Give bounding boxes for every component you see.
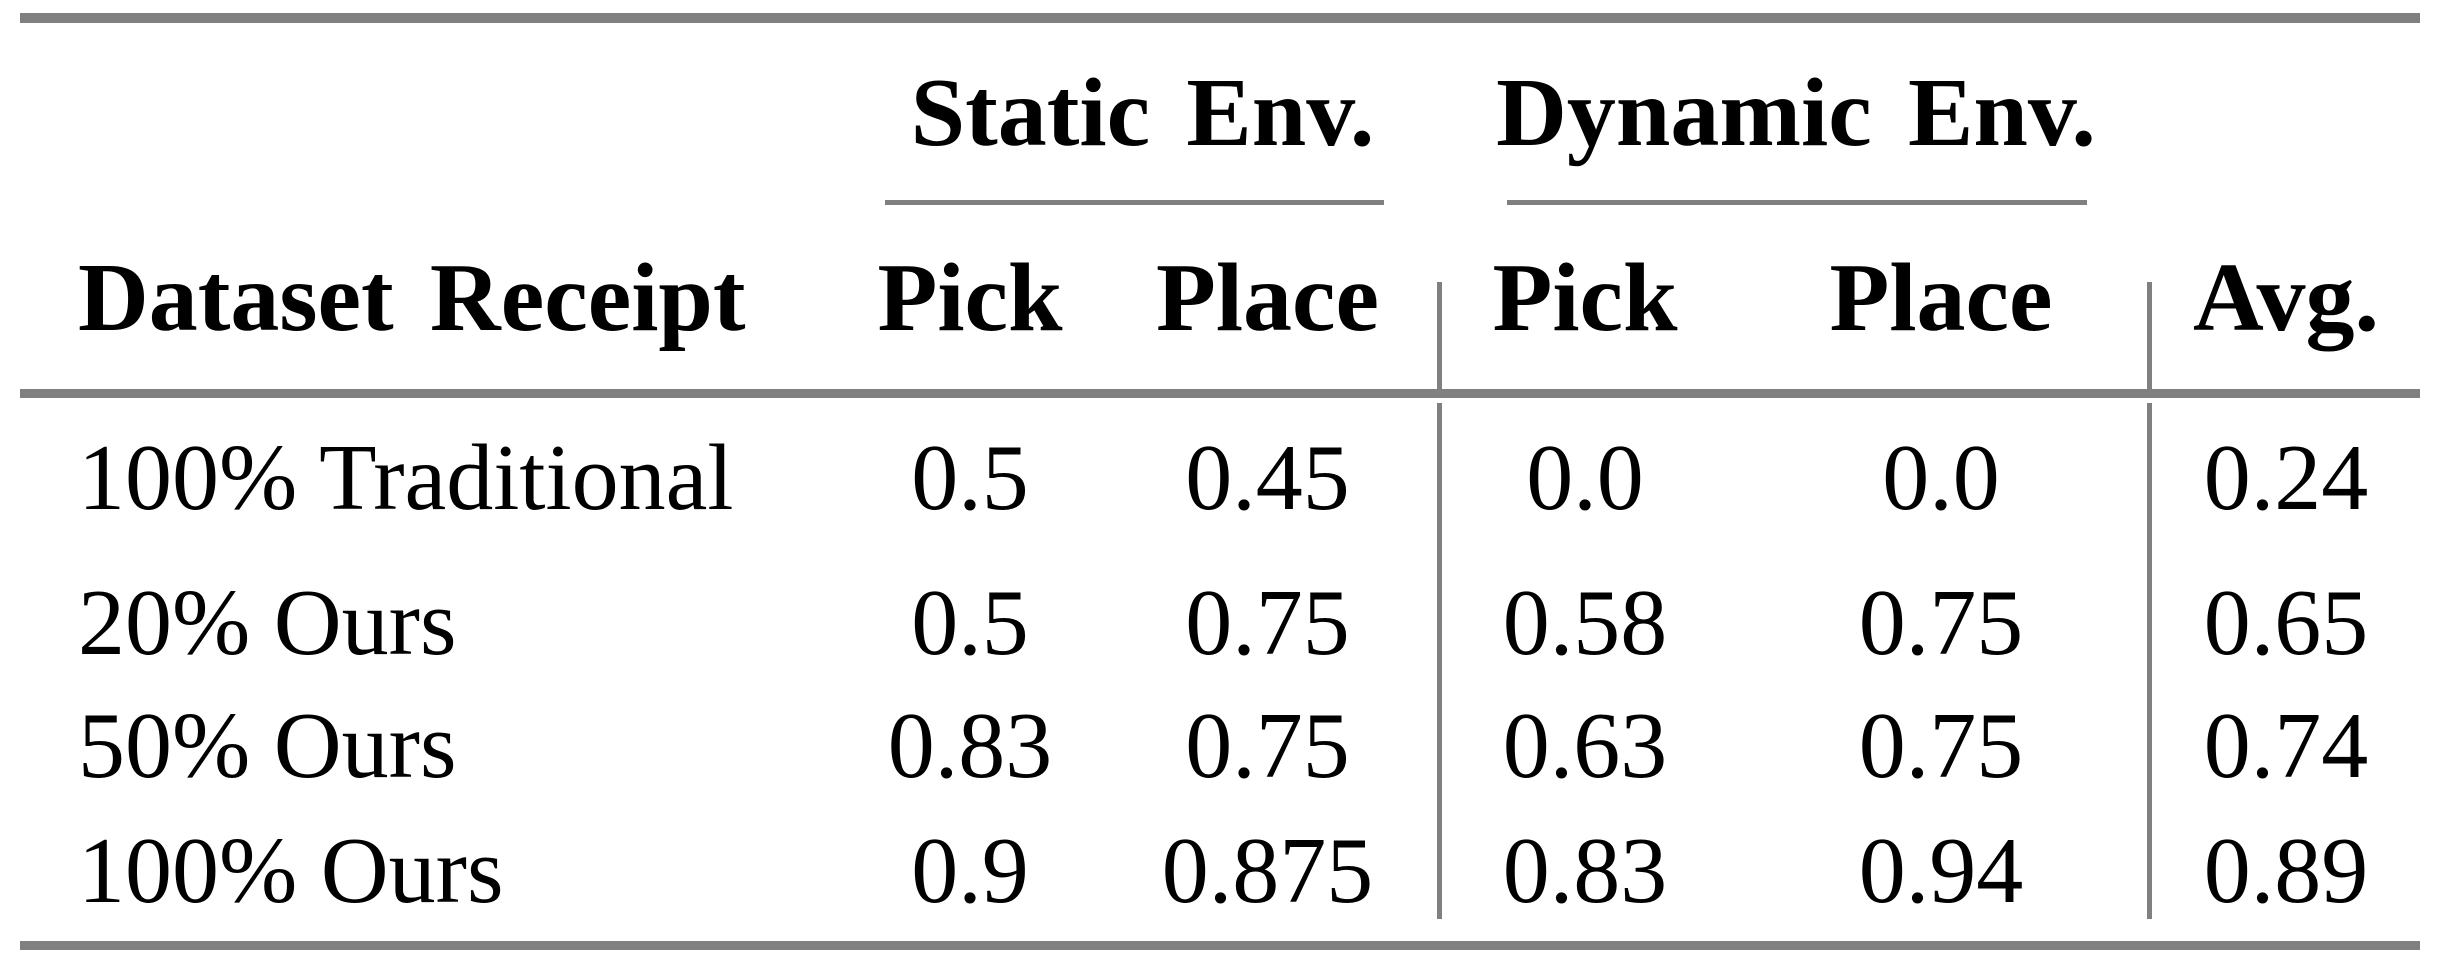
group-header-dynamic-env: Dynamic Env.: [1496, 59, 2096, 167]
column-header-static-place: Place: [1155, 244, 1380, 352]
static-env-cmidrule: [885, 200, 1384, 205]
cell-r0-static-pick: 0.5: [911, 426, 1029, 530]
cell-r3-dynamic-place: 0.94: [1858, 818, 2024, 923]
row-label-20-ours: 20% Ours: [78, 571, 457, 675]
row-label-100-traditional: 100% Traditional: [78, 426, 734, 530]
cell-r2-dynamic-pick: 0.63: [1502, 693, 1668, 798]
dynamic-env-cmidrule: [1507, 200, 2087, 205]
separator-dynamic-avg-body: [2147, 403, 2152, 919]
results-table: Static Env. Dynamic Env. Dataset Receipt…: [20, 23, 2420, 933]
cell-r1-static-place: 0.75: [1185, 571, 1350, 675]
cell-r1-static-pick: 0.5: [911, 571, 1029, 675]
cell-r3-avg: 0.89: [2203, 818, 2369, 923]
separator-static-dynamic-body: [1437, 403, 1442, 919]
cell-r1-avg: 0.65: [2203, 571, 2369, 675]
separator-static-dynamic-header: [1437, 282, 1442, 389]
cell-r0-dynamic-pick: 0.0: [1526, 426, 1644, 530]
table-bottom-rule: [20, 941, 2420, 950]
cell-r3-dynamic-pick: 0.83: [1502, 818, 1668, 923]
column-header-dynamic-pick: Pick: [1492, 244, 1678, 352]
table-top-rule: [20, 13, 2420, 23]
column-header-static-pick: Pick: [877, 244, 1063, 352]
group-header-static-env: Static Env.: [910, 59, 1375, 167]
cell-r0-dynamic-place: 0.0: [1882, 426, 2000, 530]
cell-r3-static-pick: 0.9: [911, 818, 1029, 923]
cell-r1-dynamic-pick: 0.58: [1502, 571, 1668, 675]
cell-r2-dynamic-place: 0.75: [1858, 693, 2024, 798]
cell-r0-avg: 0.24: [2203, 426, 2369, 530]
row-label-100-ours: 100% Ours: [78, 818, 504, 923]
cell-r2-avg: 0.74: [2203, 693, 2369, 798]
cell-r3-static-place: 0.875: [1161, 818, 1374, 923]
cell-r2-static-place: 0.75: [1185, 693, 1350, 798]
column-header-avg: Avg.: [2193, 244, 2379, 352]
table-mid-rule: [20, 389, 2420, 398]
cell-r2-static-pick: 0.83: [887, 693, 1053, 798]
separator-dynamic-avg-header: [2147, 282, 2152, 389]
cell-r0-static-place: 0.45: [1185, 426, 1350, 530]
cell-r1-dynamic-place: 0.75: [1858, 571, 2024, 675]
column-header-dynamic-place: Place: [1829, 244, 2053, 352]
column-header-dataset-receipt: Dataset Receipt: [78, 244, 746, 352]
row-label-50-ours: 50% Ours: [78, 693, 457, 798]
